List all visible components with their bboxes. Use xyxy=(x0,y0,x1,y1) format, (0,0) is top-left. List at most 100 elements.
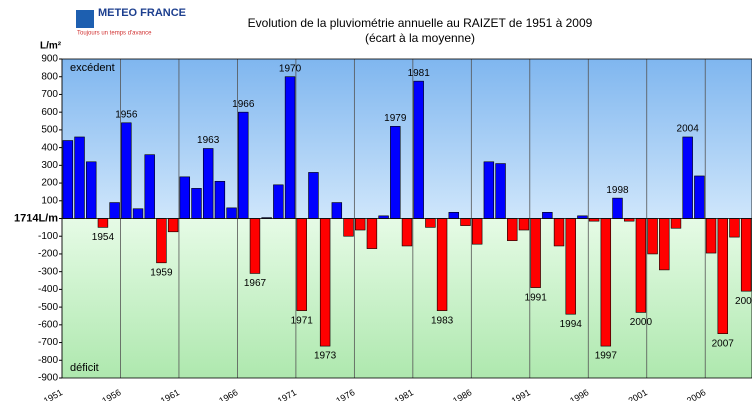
bar-annotation: 1994 xyxy=(560,319,583,330)
bar xyxy=(553,218,565,247)
bar xyxy=(97,218,109,228)
bar xyxy=(635,218,647,313)
x-tick-label: 1986 xyxy=(451,387,473,401)
bar xyxy=(670,218,682,229)
bar xyxy=(331,202,343,219)
bar-annotation: 2004 xyxy=(677,124,700,135)
bar xyxy=(296,218,307,311)
x-tick-label: 1951 xyxy=(42,387,64,401)
bar xyxy=(682,136,693,219)
logo-name: METEO FRANCE xyxy=(98,7,186,19)
bar xyxy=(565,218,576,315)
bar xyxy=(308,172,319,219)
bar-annotation: 1981 xyxy=(408,68,431,79)
x-tick-label: 1971 xyxy=(276,387,298,401)
bar xyxy=(273,184,284,219)
bar-annotation: 2009 xyxy=(735,296,752,307)
bar xyxy=(284,76,296,219)
bar xyxy=(436,218,448,311)
bar-annotation: 1979 xyxy=(384,113,407,124)
bar xyxy=(156,218,167,264)
x-tick-label: 2006 xyxy=(685,387,707,401)
y-tick-label: -900 xyxy=(38,373,58,384)
x-tick-label: 2001 xyxy=(627,387,649,401)
y-tick-label: 100 xyxy=(41,195,58,206)
bar xyxy=(355,218,366,231)
bar xyxy=(542,211,553,219)
bar xyxy=(717,218,728,334)
x-tick-label: 1996 xyxy=(568,387,590,401)
x-tick-label: 1966 xyxy=(217,387,239,401)
y-tick-label: 1714L/m xyxy=(14,212,58,224)
bar xyxy=(121,122,132,219)
bar-annotation: 2000 xyxy=(630,317,653,328)
x-tick-label: 1976 xyxy=(334,387,356,401)
bar-annotation: 1970 xyxy=(279,63,302,74)
bar xyxy=(612,197,623,219)
bar xyxy=(191,188,202,219)
bar-annotation: 1956 xyxy=(115,109,138,120)
y-axis-label: L/m² xyxy=(40,41,62,52)
bar xyxy=(249,218,261,274)
upper-label: excédent xyxy=(70,62,115,74)
bar xyxy=(647,218,658,255)
logo: METEO FRANCE Toujours un temps d'avance xyxy=(76,7,186,37)
bar xyxy=(425,218,436,228)
y-tick-label: -400 xyxy=(38,284,58,295)
plot-frame xyxy=(61,58,752,379)
bar xyxy=(694,175,705,219)
bar xyxy=(214,180,226,219)
bar xyxy=(460,218,471,226)
bar xyxy=(366,218,378,249)
chart-subtitle: (écart à la moyenne) xyxy=(365,31,475,45)
x-tick-label: 1956 xyxy=(100,387,122,401)
bar xyxy=(729,218,740,238)
bar-annotation: 1998 xyxy=(606,185,629,196)
y-tick-label: 300 xyxy=(41,160,58,171)
bar-annotation: 1963 xyxy=(197,135,220,146)
bar xyxy=(401,218,413,247)
bar xyxy=(144,154,155,219)
bar xyxy=(530,218,541,288)
x-tick-label: 1991 xyxy=(510,387,532,401)
bar xyxy=(343,218,354,237)
logo-icon xyxy=(76,10,94,28)
y-tick-label: 800 xyxy=(41,71,58,82)
bar xyxy=(179,176,191,219)
bar xyxy=(202,148,214,219)
bar-annotation: 1954 xyxy=(92,232,115,243)
bar xyxy=(705,218,717,254)
y-tick-label: 700 xyxy=(41,89,58,100)
bar-annotation: 1973 xyxy=(314,351,337,362)
bar xyxy=(659,218,670,271)
bar xyxy=(518,218,530,231)
y-tick-label: 600 xyxy=(41,107,58,118)
bar-annotation: 1983 xyxy=(431,315,454,326)
y-tick-label: 900 xyxy=(41,54,58,65)
logo-tagline: Toujours un temps d'avance xyxy=(77,31,152,37)
y-tick-label: 500 xyxy=(41,125,58,136)
bar-annotation: 1971 xyxy=(291,315,314,326)
lower-label: déficit xyxy=(70,362,99,374)
y-tick-label: 200 xyxy=(41,178,58,189)
bar xyxy=(448,211,459,219)
y-tick-label: -800 xyxy=(38,355,58,366)
chart-title: Evolution de la pluviométrie annuelle au… xyxy=(248,16,593,30)
bar xyxy=(109,202,120,219)
bar xyxy=(471,218,483,245)
bar xyxy=(238,111,249,219)
bar xyxy=(740,218,752,292)
bar xyxy=(132,208,144,219)
y-tick-label: 400 xyxy=(41,142,58,153)
bar-annotation: 1966 xyxy=(232,99,255,110)
bar-annotation: 1959 xyxy=(150,267,173,278)
y-tick-label: -300 xyxy=(38,266,58,277)
bar xyxy=(62,140,74,219)
bar xyxy=(319,218,331,347)
bar xyxy=(507,218,518,241)
x-tick-label: 1981 xyxy=(393,387,415,401)
plot-positive-bg xyxy=(62,59,752,219)
bar xyxy=(483,161,495,219)
bar xyxy=(600,218,612,347)
